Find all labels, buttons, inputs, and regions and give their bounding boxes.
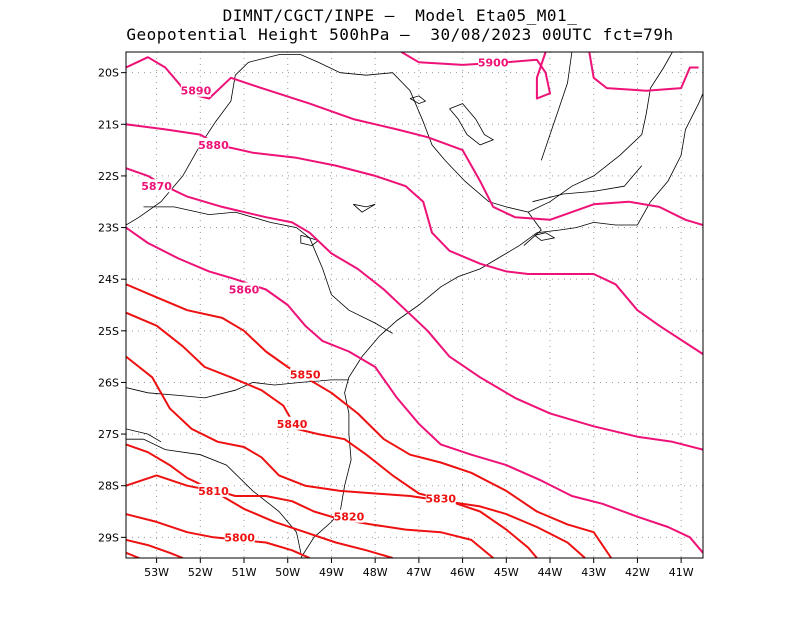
contour-label-bg (425, 491, 456, 505)
ilha-grande (534, 232, 556, 241)
x-tick-label: 53W (144, 566, 169, 579)
map-title-line-2: Geopotential Height 500hPa – 30/08/2023 … (126, 25, 674, 44)
y-tick-label: 21S (98, 118, 119, 131)
contour-5790 (126, 538, 184, 558)
longitude-axis: 53W 52W 51W 50W 49W 48W 47W 46W 45W 44W 43W 42W 41W (144, 558, 694, 579)
x-tick-label: 52W (188, 566, 213, 579)
x-tick-label: 41W (669, 566, 694, 579)
x-tick-label: 43W (581, 566, 606, 579)
contour-labels: 5900 5890 5880 5870 5860 5850 5840 5830 5820 5810… (141, 55, 509, 544)
contour-5880 (126, 123, 703, 355)
contour-5900 (400, 52, 551, 100)
sc-rs-border (126, 438, 302, 553)
contour-label-bg (198, 137, 229, 151)
y-tick-label: 22S (98, 170, 119, 183)
contour-5870 (126, 167, 703, 451)
contour-label-5880: 5880 (198, 139, 229, 152)
contour-5830 (126, 355, 586, 558)
contour-5810 (126, 474, 393, 558)
x-tick-label: 50W (275, 566, 300, 579)
x-tick-label: 46W (450, 566, 475, 579)
map-title-line-1: DIMNT/CGCT/INPE – Model Eta05_M01_ (222, 6, 578, 25)
sp-ms-border (126, 75, 236, 226)
contour-label-5870: 5870 (141, 180, 172, 193)
contour-5840 (126, 311, 538, 558)
y-tick-label: 24S (98, 273, 119, 286)
y-tick-label: 26S (98, 376, 119, 389)
north-inland (540, 52, 573, 161)
contour-label-bg (141, 179, 172, 193)
contour-label-bg (290, 367, 321, 381)
coast-south (300, 93, 703, 558)
contour-5900 (588, 52, 699, 92)
contour-5820 (126, 443, 494, 558)
y-tick-label: 28S (98, 480, 119, 493)
x-tick-label: 45W (494, 566, 519, 579)
contour-label-5800: 5800 (224, 531, 255, 544)
paranapanema (143, 206, 393, 334)
mg-rj-es-border (528, 52, 673, 213)
contour-label-5850: 5850 (290, 369, 321, 382)
x-tick-label: 49W (319, 566, 344, 579)
contour-label-5900: 5900 (478, 56, 509, 69)
y-tick-label: 29S (98, 531, 119, 544)
x-tick-label: 48W (363, 566, 388, 579)
x-tick-label: 51W (232, 566, 257, 579)
lake-3 (300, 234, 320, 247)
latitude-axis: 20S 21S 22S 23S 24S 25S 26S 27S 28S 29S (98, 67, 126, 544)
pr-sc-border (126, 379, 349, 399)
lake-1 (449, 103, 495, 146)
contour-label-5860: 5860 (229, 284, 260, 297)
uruguay-river (126, 428, 162, 443)
y-tick-label: 27S (98, 428, 119, 441)
contour-label-bg (478, 55, 509, 69)
contour-label-bg (229, 282, 260, 296)
contour-label-bg (224, 530, 255, 544)
contour-label-bg (180, 83, 211, 97)
contour-label-5830: 5830 (425, 493, 456, 506)
contour-label-5810: 5810 (198, 485, 229, 498)
plot-frame (125, 51, 704, 559)
x-tick-label: 47W (406, 566, 431, 579)
contour-5800 (126, 513, 311, 558)
y-tick-label: 20S (98, 67, 119, 80)
lake-4 (353, 203, 376, 213)
contour-label-5840: 5840 (277, 418, 308, 431)
contour-5860 (126, 226, 703, 554)
rj-interior (532, 165, 643, 203)
x-tick-label: 42W (625, 566, 650, 579)
contour-label-5890: 5890 (181, 85, 212, 98)
y-tick-label: 25S (98, 325, 119, 338)
contour-label-bg (198, 483, 229, 497)
contour-label-bg (277, 416, 308, 430)
lake-2 (409, 95, 427, 105)
contour-label-bg (333, 509, 364, 523)
contour-5790 (126, 551, 140, 558)
contour-5850 (126, 283, 613, 558)
height-contours (126, 52, 703, 558)
political-borders (126, 52, 703, 558)
contour-label-5820: 5820 (334, 511, 365, 524)
x-tick-label: 44W (538, 566, 563, 579)
sp-mg-border (235, 54, 542, 246)
y-tick-label: 23S (98, 222, 119, 235)
graticule (126, 52, 703, 558)
